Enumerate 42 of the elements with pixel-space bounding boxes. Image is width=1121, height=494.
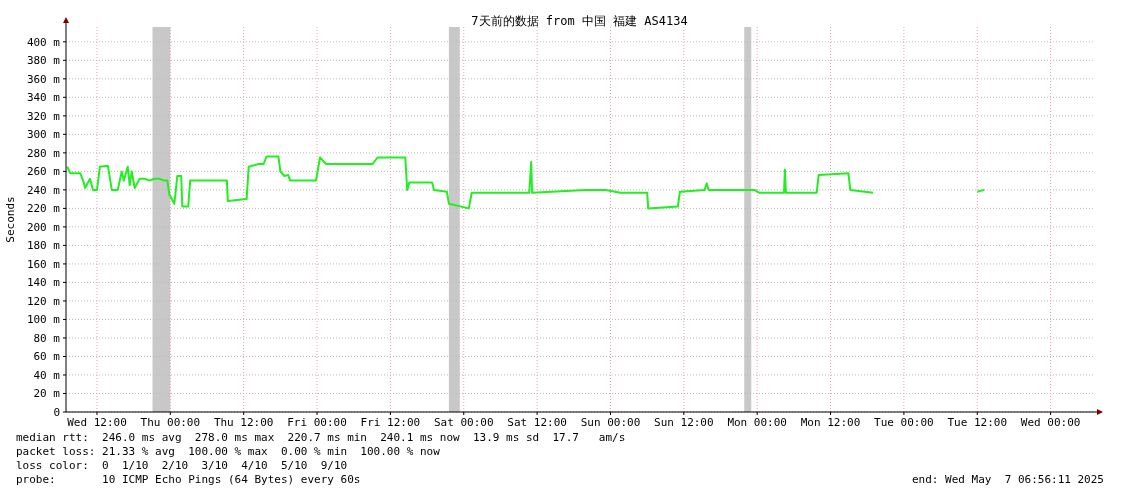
x-tick-label: Fri 12:00 [360,416,421,429]
y-tick-label: 0 [53,406,60,419]
y-tick-label: 200 m [26,220,61,234]
x-tick-label: Sat 00:00 [433,416,494,429]
y-tick-label: 320 m [26,109,61,123]
y-tick-label: 100 m [26,313,61,327]
x-tick-label: Mon 00:00 [727,416,787,429]
y-tick-label: 140 m [26,276,61,290]
x-tick-label: Mon 12:00 [800,416,861,429]
y-tick-label: 300 m [26,128,61,142]
text: packet loss: 21.33 % avg 100.00 % max 0.00 % min 100.00 % now [16,445,441,458]
text: median rtt: 246.0 ms avg 278.0 ms max 220.7 ms min 240.1 ms now 13.9 ms sd 17.7 am/s [16,431,626,444]
x-tick-label: Sun 12:00 [654,416,714,429]
y-tick-label: 380 m [26,54,61,68]
text: probe: 10 ICMP Echo Pings (64 Bytes) every 60s [16,473,361,486]
y-tick-label: 80 m [33,331,61,345]
text: loss color: 0 1/10 2/10 3/10 4/10 5/10 9/10 [16,459,348,472]
y-tick-label: 220 m [26,202,61,216]
y-tick-label: 260 m [26,165,61,179]
x-tick-label: Thu 00:00 [140,416,201,429]
y-tick-label: 60 m [33,350,61,364]
y-tick-label: 360 m [26,72,61,86]
y-tick-label: 20 m [33,387,61,401]
y-tick-label: 120 m [26,294,61,308]
x-tick-label: Wed 12:00 [67,416,127,429]
y-tick-label: 400 m [26,35,61,49]
text: end: Wed May 7 06:56:11 2025 [911,473,1104,486]
x-tick-label: Tue 00:00 [874,416,934,429]
y-tick-label: 180 m [26,239,61,253]
chart-title: 7天前的数据 from 中国 福建 AS4134 [471,14,688,28]
x-tick-label: Thu 12:00 [213,416,274,429]
x-tick-label: Wed 00:00 [1020,416,1081,429]
y-tick-label: 280 m [26,146,61,160]
y-tick-label: 160 m [26,257,61,271]
y-tick-label: 340 m [26,91,61,105]
y-tick-label: 240 m [26,183,61,197]
y-tick-label: 40 m [33,368,61,382]
x-tick-label: Sun 00:00 [580,416,641,429]
x-tick-label: Fri 00:00 [287,416,347,429]
x-tick-label: Tue 12:00 [947,416,1008,429]
x-tick-label: Sat 12:00 [507,416,567,429]
y-axis-title: Seconds [4,196,17,243]
